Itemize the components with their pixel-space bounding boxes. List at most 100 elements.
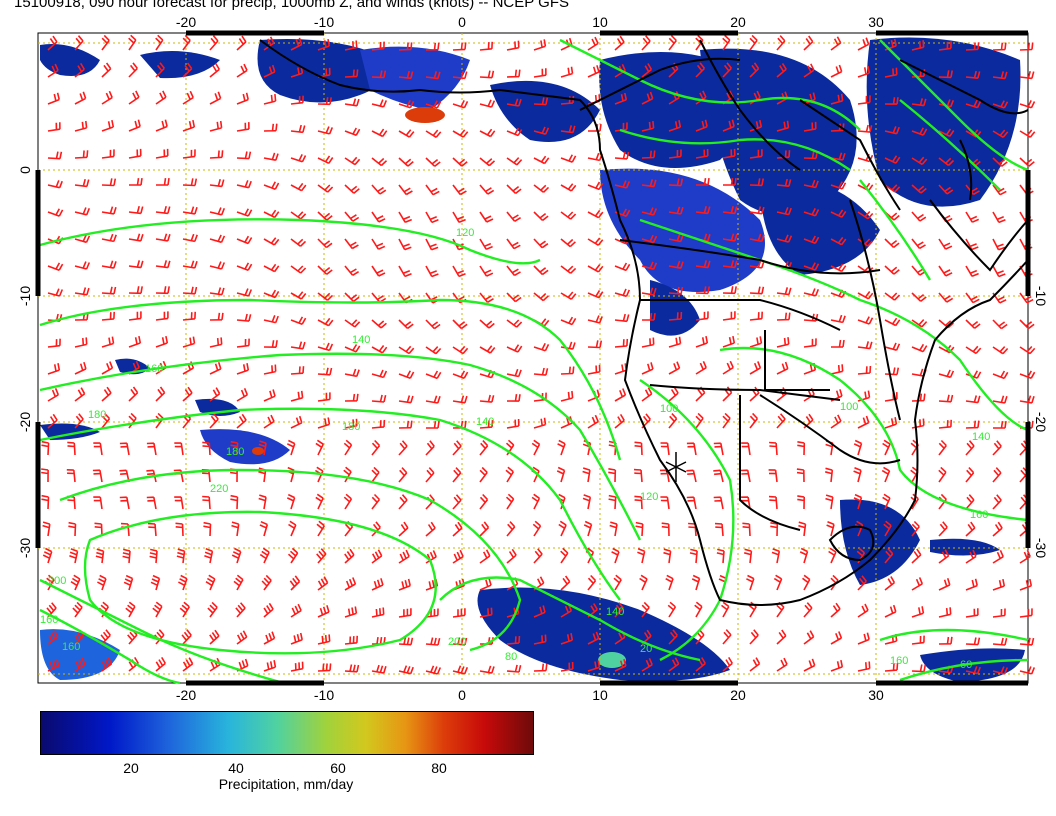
wind-barb	[290, 238, 307, 247]
wind-barb	[884, 155, 901, 164]
wind-barb	[668, 286, 684, 295]
wind-barb	[663, 548, 672, 564]
wind-barb	[857, 661, 871, 672]
wind-barb	[830, 414, 842, 429]
wind-barb	[884, 417, 898, 429]
wind-barb	[100, 629, 111, 645]
wind-barb	[587, 264, 604, 273]
wind-barb	[263, 263, 280, 273]
wind-barb	[506, 292, 522, 303]
wind-barb	[290, 211, 307, 220]
wind-barb	[290, 154, 307, 163]
wind-barb	[722, 311, 736, 321]
wind-barb	[560, 66, 574, 78]
wind-barb	[155, 286, 170, 295]
wind-barb	[479, 466, 488, 483]
wind-barb	[776, 35, 786, 51]
wind-barb	[506, 98, 522, 107]
wind-barb	[884, 367, 900, 376]
wind-barb	[722, 233, 738, 242]
wind-barb	[452, 265, 466, 278]
wind-barb	[371, 493, 381, 510]
wind-barb	[695, 205, 711, 215]
wind-barb	[371, 549, 383, 564]
wind-barb	[965, 578, 978, 591]
wind-barb	[371, 184, 387, 195]
wind-barb	[92, 469, 103, 483]
wind-barb	[613, 574, 622, 591]
wind-barb	[884, 126, 900, 135]
colorbar-tick: 40	[228, 760, 244, 776]
wind-barb	[614, 92, 628, 105]
wind-barb	[803, 208, 820, 217]
height-contours	[39, 38, 1029, 685]
wind-barb	[93, 496, 103, 510]
wind-barb	[614, 602, 624, 618]
wind-barb	[722, 629, 732, 645]
wind-barb	[47, 63, 59, 78]
wind-barb	[938, 439, 947, 456]
wind-barb	[371, 70, 387, 79]
wind-barb	[505, 466, 514, 483]
wind-barb	[47, 363, 61, 375]
wind-barb	[992, 578, 1006, 591]
wind-barb	[803, 35, 814, 51]
wind-barb	[965, 238, 979, 251]
wind-barb	[93, 442, 103, 456]
wind-barb	[532, 520, 542, 537]
wind-barb	[911, 292, 927, 302]
wind-barb	[911, 211, 927, 222]
wind-barb	[723, 177, 737, 186]
wind-barb	[533, 97, 549, 106]
wind-barb	[317, 605, 330, 618]
wind-barb	[74, 150, 89, 159]
wind-barb	[938, 549, 950, 564]
wind-barb	[768, 469, 778, 483]
wind-barb	[587, 631, 600, 645]
wind-barb	[317, 184, 334, 193]
wind-barb	[47, 180, 63, 189]
wind-barb	[639, 574, 648, 591]
wind-barb	[371, 394, 387, 403]
wind-barb	[857, 341, 873, 350]
contour-label: 140	[972, 431, 990, 443]
wind-barb	[1019, 370, 1036, 380]
wind-barb	[992, 494, 1002, 510]
wind-barb	[398, 238, 412, 251]
wind-barb	[686, 496, 697, 510]
wind-barb	[344, 156, 361, 166]
wind-barb	[533, 605, 546, 618]
wind-barb	[830, 314, 846, 324]
wind-barb	[857, 390, 871, 402]
wind-barb	[344, 127, 361, 137]
wind-barb	[938, 577, 951, 591]
wind-barb	[263, 94, 277, 105]
wind-barb	[290, 316, 307, 325]
wind-barb	[694, 601, 703, 618]
wind-barb	[884, 604, 897, 618]
wind-barb	[182, 149, 196, 159]
wind-barb	[641, 337, 655, 348]
wind-barb	[344, 635, 358, 645]
wind-barb	[258, 440, 267, 456]
wind-barb	[830, 209, 847, 218]
lon-tick-label: -10	[314, 687, 334, 700]
wind-barb	[938, 636, 953, 645]
wind-barb	[425, 319, 441, 330]
wind-barb	[398, 42, 413, 51]
wind-barb	[1019, 129, 1036, 138]
wind-barb	[209, 629, 220, 645]
wind-barb	[531, 493, 541, 510]
wind-barb	[317, 97, 332, 106]
wind-barb	[992, 549, 1004, 564]
wind-barb	[686, 442, 697, 456]
wind-barb	[182, 260, 198, 269]
contour-label: 200	[48, 575, 66, 587]
top-lon-labels: -20 -10 0 10 20 30	[176, 14, 884, 30]
wind-barb	[531, 439, 541, 456]
wind-barb	[533, 211, 549, 222]
wind-barb	[911, 184, 927, 194]
contour-label: 160	[62, 641, 80, 653]
wind-barb	[182, 336, 196, 348]
wind-barb	[317, 317, 334, 327]
